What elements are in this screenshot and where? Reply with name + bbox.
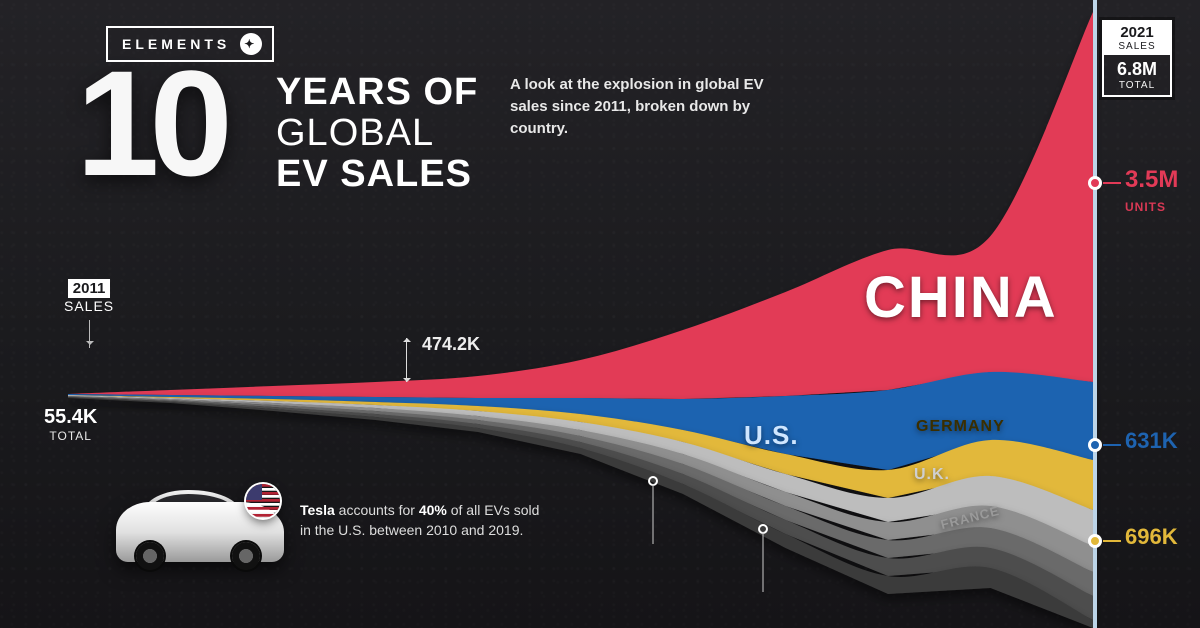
title-line-3: EV SALES bbox=[276, 154, 478, 195]
chart-pin-1 bbox=[758, 524, 768, 534]
us-flag-icon bbox=[246, 484, 280, 518]
callout-us: 631K bbox=[1125, 430, 1178, 452]
country-label-china: CHINA bbox=[864, 264, 1058, 331]
headline-title: YEARS OF GLOBAL EV SALES bbox=[276, 72, 478, 195]
tesla-mid-1: accounts for bbox=[335, 502, 419, 518]
right-axis-box: 2021 SALES 6.8M TOTAL bbox=[1102, 20, 1172, 97]
left-axis-label: 2011 SALES bbox=[64, 280, 114, 348]
tesla-bold-1: Tesla bbox=[300, 502, 335, 518]
country-label-uk: U.K. bbox=[914, 466, 950, 484]
country-label-us: U.S. bbox=[744, 420, 799, 451]
title-line-2: GLOBAL bbox=[276, 113, 478, 154]
callout-line-us bbox=[1103, 444, 1121, 446]
callout-china: 3.5MUNITS bbox=[1125, 168, 1178, 216]
callout-germany: 696K bbox=[1125, 526, 1178, 548]
callout-dot-china bbox=[1088, 176, 1102, 190]
country-label-germany: GERMANY bbox=[916, 418, 1005, 436]
left-year-sub: SALES bbox=[64, 298, 114, 314]
updown-arrow-icon bbox=[406, 338, 407, 382]
callout-line-germany bbox=[1103, 540, 1121, 542]
brand-icon: ✦ bbox=[240, 33, 262, 55]
tesla-bold-2: 40% bbox=[419, 502, 447, 518]
right-total-value: 6.8M bbox=[1104, 55, 1170, 80]
chart-pin-0 bbox=[648, 476, 658, 486]
callout-dot-germany bbox=[1088, 534, 1102, 548]
title-line-1: YEARS OF bbox=[276, 72, 478, 113]
mid-annotation-value: 474.2K bbox=[422, 334, 480, 354]
subtitle: A look at the explosion in global EV sal… bbox=[510, 74, 780, 139]
right-total-label: TOTAL bbox=[1104, 80, 1170, 95]
tesla-fact: Tesla accounts for 40% of all EVs sold i… bbox=[300, 500, 550, 541]
mid-annotation: 474.2K bbox=[422, 334, 480, 355]
callout-dot-us bbox=[1088, 438, 1102, 452]
left-year: 2011 bbox=[68, 279, 111, 298]
headline-number: 10 bbox=[76, 48, 223, 198]
right-year-sub: SALES bbox=[1104, 41, 1170, 55]
left-total: 55.4K TOTAL bbox=[44, 406, 97, 443]
callout-line-china bbox=[1103, 182, 1121, 184]
arrow-down-icon bbox=[89, 320, 90, 348]
left-total-value: 55.4K bbox=[44, 406, 97, 429]
left-total-label: TOTAL bbox=[44, 429, 97, 443]
right-year: 2021 bbox=[1104, 22, 1170, 41]
